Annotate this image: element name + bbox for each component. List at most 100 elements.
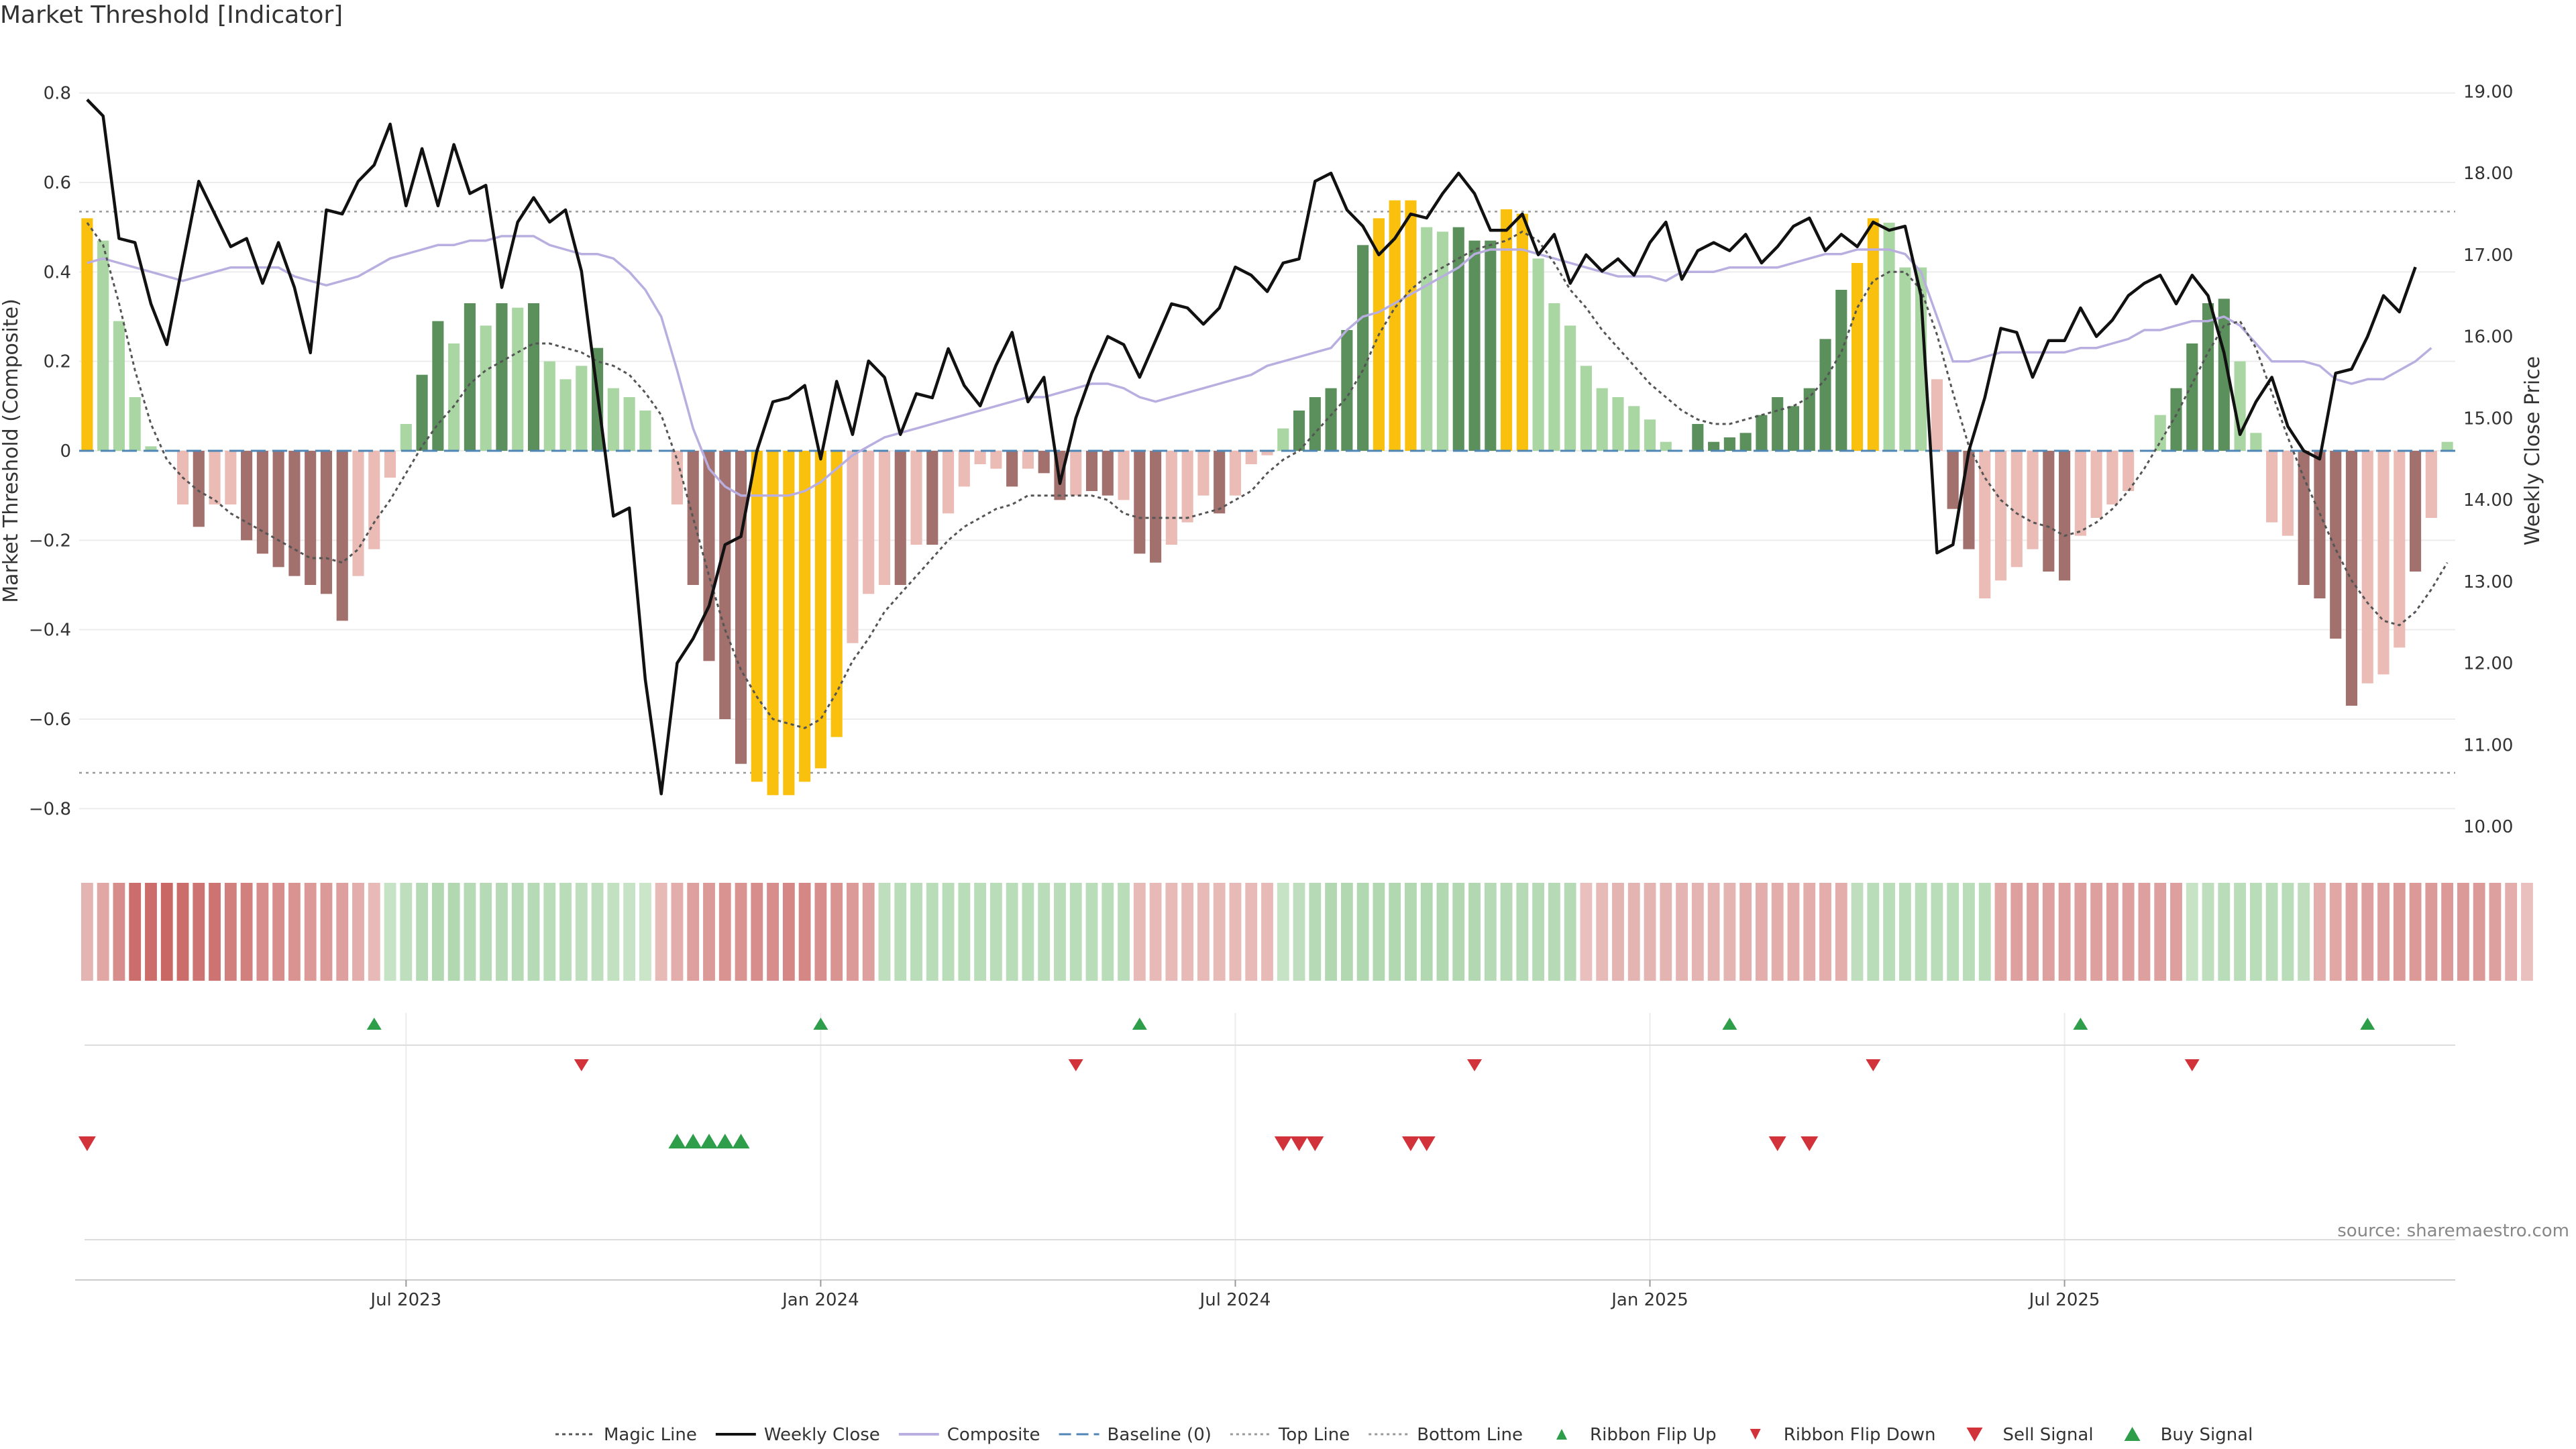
buy-signal-marker [668,1134,686,1148]
ribbon-cell [1373,883,1385,981]
ribbon-flip-down-marker [1866,1059,1881,1071]
histogram-bar [1580,366,1592,451]
ribbon-cell [687,883,700,981]
ribbon-cell [2521,883,2533,981]
ribbon-cell [511,883,524,981]
histogram-bar [256,451,268,554]
histogram-bar [1389,200,1401,451]
histogram-bar [2345,451,2358,706]
histogram-bar [1245,451,1257,464]
histogram-bar [1564,325,1576,451]
histogram-bar [2059,451,2071,581]
histogram-bar [559,379,572,451]
y-left-tick-label: 0.4 [44,262,71,282]
ribbon-cell [798,883,811,981]
ribbon-cell [1102,883,1114,981]
histogram-bar [1436,231,1449,451]
ribbon-cell [1325,883,1338,981]
sell-signal-marker [78,1136,96,1151]
ribbon-cell [256,883,269,981]
histogram-bar [910,451,922,545]
ribbon-cell [1787,883,1800,981]
ribbon-cell [1627,883,1640,981]
ribbon-cell [209,883,221,981]
histogram-bar [384,451,396,478]
y-left-tick-label: 0.2 [44,352,71,372]
ribbon-cell [1867,883,1880,981]
legend-item: Ribbon Flip Down [1750,1425,1936,1445]
histogram-bar [878,451,891,585]
ribbon-cell [543,883,556,981]
histogram-bar [2090,451,2102,518]
x-tick-label: Jul 2023 [369,1290,441,1310]
histogram-bar [863,451,875,594]
ribbon-cell [1756,883,1768,981]
ribbon-cell [240,883,253,981]
ribbon-cell [1293,883,1305,981]
ribbon-cell [1803,883,1816,981]
histogram-bar [639,411,651,451]
ribbon-cell [958,883,971,981]
ribbon-cell [431,883,444,981]
ribbon-flip-down-marker [574,1059,589,1071]
ribbon-cell [1994,883,2007,981]
ribbon-flip-down-marker [1467,1059,1483,1071]
y-axis-label-right: Weekly Close Price [2521,356,2544,545]
ribbon-cell [1484,883,1497,981]
sell-signal-marker [1306,1136,1324,1151]
histogram-bar [1660,441,1672,451]
histogram-bar [719,451,731,719]
ribbon-cell [1181,883,1194,981]
ribbon-cell [2361,883,2374,981]
histogram-bar [1612,397,1624,451]
legend-label: Buy Signal [2161,1425,2253,1445]
ribbon-cell [160,883,173,981]
histogram-bar [1150,451,1162,563]
histogram-bar [799,451,811,782]
ribbon-cell [320,883,333,981]
ribbon-cell [304,883,317,981]
x-tick-label: Jan 2024 [781,1290,859,1310]
ribbon-flip-up-marker [2073,1018,2088,1030]
histogram-bar [2298,451,2310,585]
histogram-bar [2266,451,2278,523]
legend-icon-sell [1966,1428,1983,1442]
ribbon-cell [926,883,938,981]
ribbon-cell [639,883,651,981]
y-right-tick-label: 17.00 [2463,246,2513,266]
histogram-bar [1739,433,1752,451]
histogram-bar [894,451,906,585]
histogram-bar [2186,343,2198,451]
legend-label: Ribbon Flip Down [1784,1425,1936,1445]
legend-label: Weekly Close [764,1425,880,1445]
ribbon-cell [1978,883,1991,981]
histogram-bar [193,451,205,527]
ribbon-cell [80,883,93,981]
source-note: source: sharemaestro.com [2337,1221,2569,1241]
histogram-bar [1756,415,1768,451]
ribbon-cell [2425,883,2438,981]
magic-line [86,222,2449,729]
histogram-bar [1787,406,1800,451]
ribbon-cell [496,883,508,981]
ribbon-cell [1085,883,1098,981]
histogram-bar [1485,240,1497,451]
y-right-tick-label: 11.00 [2463,735,2513,755]
ribbon-cell [129,883,142,981]
weekly-close-line [86,98,2417,796]
ribbon-cell [718,883,731,981]
ribbon-cell [1468,883,1481,981]
histogram-bar [830,451,843,737]
ribbon-cell [1676,883,1688,981]
histogram-bar [464,303,476,451]
histogram-bar [1102,451,1114,496]
ribbon-cell [575,883,588,981]
histogram-bar [2043,451,2055,572]
ribbon-cell [384,883,396,981]
ribbon-cell [1723,883,1736,981]
histogram-bar [1134,451,1146,554]
ribbon-cell [1213,883,1226,981]
y-left-tick-label: 0.6 [44,173,71,193]
ribbon-cell [1644,883,1656,981]
legend-item: Composite [898,1425,1040,1445]
